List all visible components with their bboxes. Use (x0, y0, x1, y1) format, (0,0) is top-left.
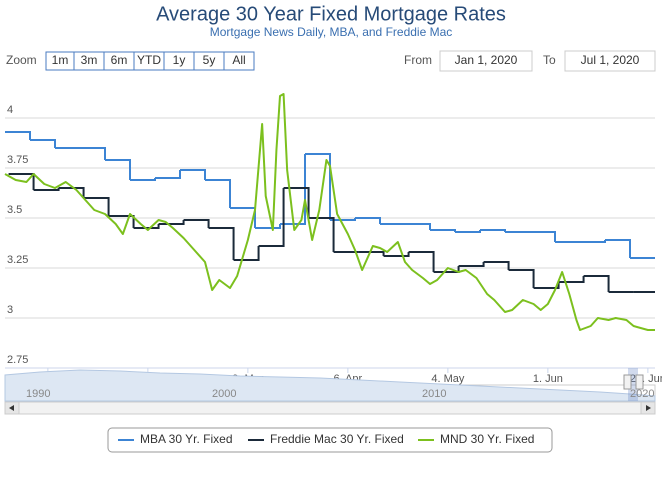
navigator-label: 2000 (212, 388, 236, 400)
legend (107, 427, 553, 453)
navigator-label: 2010 (422, 388, 446, 400)
legend-label[interactable]: MBA 30 Yr. Fixed (140, 432, 233, 446)
step-segment (258, 188, 285, 247)
step-segment (183, 219, 210, 228)
step-segment (205, 179, 231, 208)
legend-label[interactable]: Freddie Mac 30 Yr. Fixed (270, 432, 404, 446)
from-input[interactable] (439, 50, 533, 72)
legend-items: MBA 30 Yr. Fixed Freddie Mac 30 Yr. Fixed… (118, 432, 534, 446)
range-button-label[interactable]: 3m (81, 53, 98, 67)
step-segment (508, 269, 535, 288)
step-segment (105, 159, 131, 180)
series-line (4, 93, 655, 331)
step-segment (33, 188, 60, 191)
to-label: To (543, 53, 556, 67)
y-tick-label: 3 (7, 304, 13, 316)
y-tick-label: 3.75 (7, 154, 28, 166)
to-value[interactable]: Jul 1, 2020 (581, 53, 640, 67)
navigator-handle[interactable] (635, 374, 644, 390)
range-button-label[interactable]: 1y (173, 53, 186, 67)
navigator-selection[interactable] (628, 368, 638, 401)
range-button-label[interactable]: 6m (111, 53, 128, 67)
step-segment (133, 224, 160, 229)
step-segment (208, 227, 235, 260)
step-segment (305, 153, 331, 220)
y-tick-label: 2.75 (7, 354, 28, 366)
range-buttons: 1m 3m 6m YTD 1y 5y All (45, 51, 255, 71)
step-segment (558, 276, 585, 283)
step-segment (5, 131, 31, 140)
y-tick-label: 3.5 (7, 204, 22, 216)
navigator-series (4, 369, 656, 402)
step-segment (55, 147, 106, 160)
step-segment (483, 261, 510, 270)
step-segment (480, 229, 506, 232)
step-segment (383, 252, 410, 257)
step-segment (358, 251, 385, 256)
step-segment (408, 251, 435, 272)
step-segment (180, 169, 206, 180)
step-segment (58, 187, 85, 198)
zoom-label: Zoom (6, 53, 37, 67)
x-tick-label: 1. Jun (533, 373, 563, 385)
step-segment (255, 224, 281, 229)
step-segment (605, 239, 631, 258)
x-tick-label: 4. May (431, 373, 465, 385)
range-button-label[interactable]: 1m (52, 53, 69, 67)
range-button[interactable] (223, 51, 255, 71)
step-segment (580, 240, 606, 243)
chart-subtitle: Mortgage News Daily, MBA, and Freddie Ma… (210, 25, 453, 39)
step-segment (458, 262, 485, 267)
navigator-labels: 1990 2000 2010 2020 (26, 388, 654, 400)
navigator-handle[interactable] (623, 374, 632, 390)
step-segment (380, 223, 431, 230)
scrollbar[interactable] (4, 401, 656, 415)
step-segment (455, 230, 481, 233)
y-tick-label: 4 (7, 104, 13, 116)
step-segment (155, 170, 181, 179)
step-segment (283, 187, 310, 218)
range-button-label[interactable]: All (232, 53, 245, 67)
step-segment (83, 197, 110, 216)
step-segment (130, 178, 156, 181)
step-segment (583, 275, 610, 292)
legend-label[interactable]: MND 30 Yr. Fixed (440, 432, 534, 446)
navigator-label: 1990 (26, 388, 50, 400)
y-tick-label: 3.25 (7, 254, 28, 266)
from-value[interactable]: Jan 1, 2020 (455, 53, 518, 67)
step-segment (30, 139, 56, 148)
step-segment (355, 217, 381, 224)
step-segment (430, 229, 456, 232)
step-segment (530, 231, 556, 242)
from-label: From (404, 53, 432, 67)
navigator-label: 2020 (630, 388, 654, 400)
to-input[interactable] (564, 50, 656, 72)
range-button-label[interactable]: 5y (203, 53, 216, 67)
step-segment (533, 282, 560, 289)
range-button-label[interactable]: YTD (137, 53, 161, 67)
arrow (9, 405, 14, 411)
arrow (646, 405, 651, 411)
chart-title: Average 30 Year Fixed Mortgage Rates (156, 3, 506, 25)
step-segment (280, 154, 306, 225)
